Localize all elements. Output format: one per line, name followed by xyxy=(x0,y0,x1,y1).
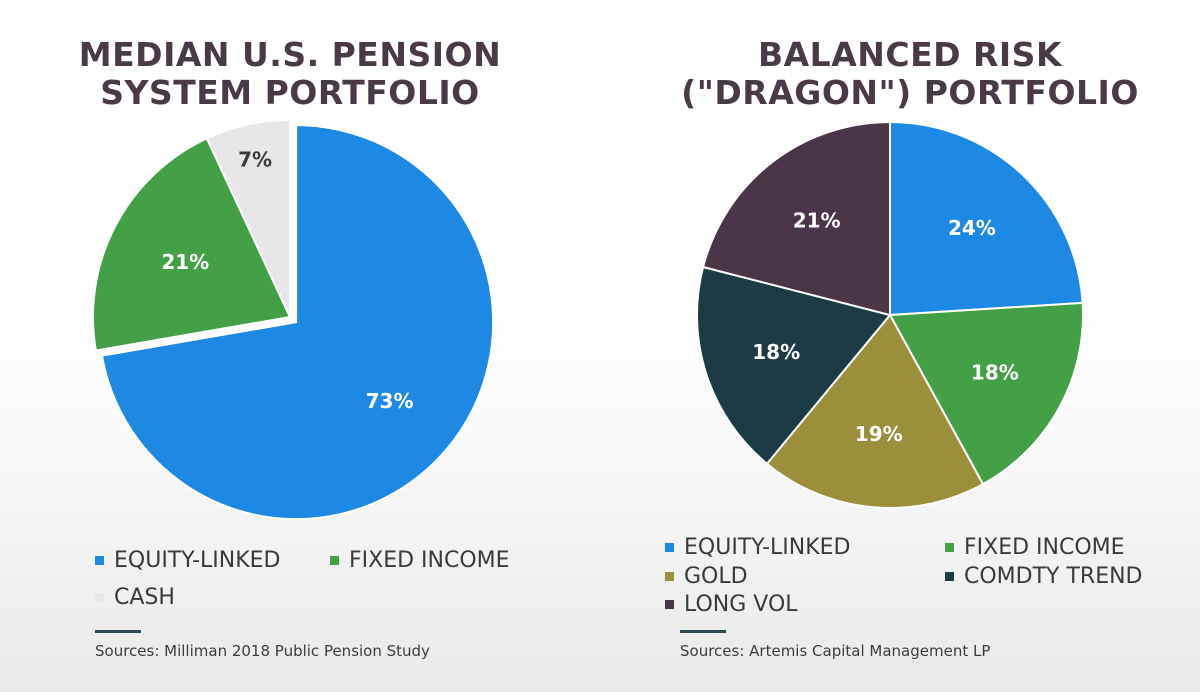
pension-chart-title: MEDIAN U.S. PENSION SYSTEM PORTFOLIO xyxy=(0,36,580,112)
dragon-source-rule xyxy=(680,630,726,633)
legend-swatch-icon xyxy=(330,556,339,565)
dragon-slice-equity-linked xyxy=(889,120,1084,317)
legend-label: LONG VOL xyxy=(684,592,798,617)
dragon-chart-panel: BALANCED RISK ("DRAGON") PORTFOLIO 24% 18… xyxy=(620,0,1200,692)
dragon-slice-comdty-trend xyxy=(696,265,892,466)
pension-legend-item: FIXED INCOME xyxy=(330,548,510,573)
dragon-slice-fixed-income xyxy=(888,301,1084,486)
pension-source: Sources: Milliman 2018 Public Pension St… xyxy=(95,642,430,660)
pension-legend-item: CASH xyxy=(95,585,175,610)
legend-label: CASH xyxy=(114,585,175,610)
pension-slice-equity-linked xyxy=(100,124,495,521)
pension-slice-cash xyxy=(205,118,291,318)
dragon-legend-item: EQUITY-LINKED xyxy=(665,535,850,560)
dragon-title-line-2: ("DRAGON") PORTFOLIO xyxy=(681,73,1139,112)
dragon-slice-label-long-vol: 21% xyxy=(793,208,841,232)
legend-swatch-icon xyxy=(945,543,954,552)
dragon-legend-item: FIXED INCOME xyxy=(945,535,1125,560)
pension-title-line-2: SYSTEM PORTFOLIO xyxy=(100,73,480,112)
legend-swatch-icon xyxy=(665,572,674,581)
legend-swatch-icon xyxy=(665,543,674,552)
dragon-slice-label-equity-linked: 24% xyxy=(948,216,996,240)
legend-label: EQUITY-LINKED xyxy=(114,548,281,573)
dragon-slice-gold xyxy=(765,313,985,509)
dragon-slice-label-gold: 19% xyxy=(855,422,903,446)
legend-label: FIXED INCOME xyxy=(964,535,1125,560)
dragon-slice-label-fixed-income: 18% xyxy=(971,361,1019,385)
dragon-source: Sources: Artemis Capital Management LP xyxy=(680,642,991,660)
legend-label: COMDTY TREND xyxy=(964,564,1143,589)
legend-swatch-icon xyxy=(95,556,104,565)
legend-label: FIXED INCOME xyxy=(349,548,510,573)
pension-pie: 73% 21% 7% xyxy=(92,118,495,521)
dragon-slice-long-vol xyxy=(701,120,891,317)
legend-label: EQUITY-LINKED xyxy=(684,535,851,560)
pension-slice-fixed-income xyxy=(92,137,292,352)
dragon-legend-item: COMDTY TREND xyxy=(945,564,1143,589)
dragon-chart-title: BALANCED RISK ("DRAGON") PORTFOLIO xyxy=(620,36,1200,112)
pension-chart-panel: MEDIAN U.S. PENSION SYSTEM PORTFOLIO 73%… xyxy=(0,0,580,692)
dragon-legend-item: LONG VOL xyxy=(665,592,798,617)
pension-title-line-1: MEDIAN U.S. PENSION xyxy=(78,35,502,74)
pension-slice-label-cash: 7% xyxy=(238,147,272,171)
dragon-pie: 24% 18% 19% 18% 21% xyxy=(696,120,1084,509)
pension-source-rule xyxy=(95,630,141,633)
pension-slice-label-equity-linked: 73% xyxy=(366,389,414,413)
dragon-legend-item: GOLD xyxy=(665,564,748,589)
legend-label: GOLD xyxy=(684,564,748,589)
legend-swatch-icon xyxy=(945,572,954,581)
dragon-slice-label-comdty-trend: 18% xyxy=(752,340,800,364)
legend-swatch-icon xyxy=(665,600,674,609)
legend-swatch-icon xyxy=(95,593,104,602)
dragon-title-line-1: BALANCED RISK xyxy=(757,35,1063,74)
pension-legend-item: EQUITY-LINKED xyxy=(95,548,280,573)
pension-slice-label-fixed-income: 21% xyxy=(161,250,209,274)
